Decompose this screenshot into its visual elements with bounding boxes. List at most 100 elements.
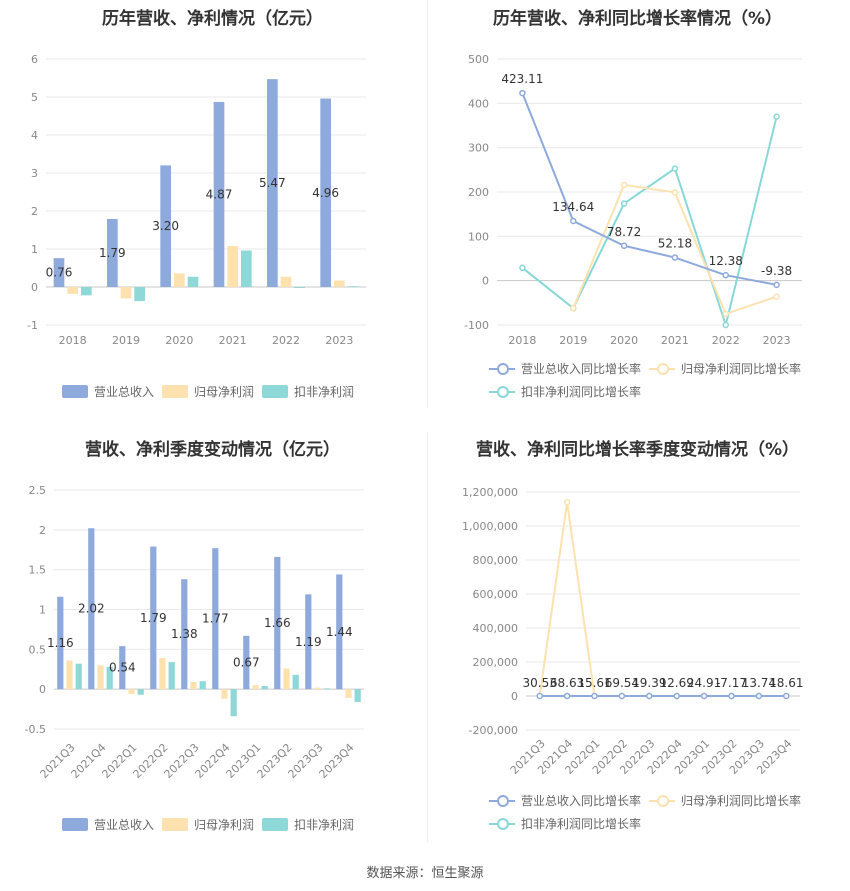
legend-net-profit[interactable]: 归母净利润 — [162, 383, 254, 400]
legend-revenue-growth[interactable]: 营业总收入同比增长率 — [489, 360, 641, 377]
point-net-profit-growth — [570, 304, 577, 312]
bar-deducted-profit — [137, 689, 144, 695]
y-tick-label: 0.5 — [29, 643, 47, 656]
data-label: 78.72 — [607, 225, 641, 239]
bar-net-profit — [159, 658, 166, 690]
point-deducted-profit-growth — [620, 200, 628, 207]
bar-net-profit — [190, 681, 197, 690]
panel-divider-top — [427, 0, 428, 408]
bar-deducted-profit — [261, 685, 268, 690]
point-deducted-profit-growth — [722, 321, 729, 329]
legend-deducted-profit[interactable]: 扣非净利润 — [262, 816, 354, 833]
point-net-profit-growth — [671, 189, 679, 196]
point-net-profit-growth — [773, 293, 780, 300]
bar-revenue — [243, 635, 250, 690]
bar-revenue — [160, 165, 171, 287]
legend-deducted-profit[interactable]: 扣非净利润 — [262, 383, 354, 400]
point-revenue-growth — [773, 281, 780, 289]
legend-revenue[interactable]: 营业总收入 — [62, 383, 154, 400]
bar-revenue — [212, 548, 219, 690]
data-label: 1.19 — [295, 635, 322, 649]
y-tick-label: 0 — [31, 281, 38, 294]
data-source: 数据来源：恒生聚源 — [366, 866, 484, 881]
point-deducted-profit-growth — [773, 113, 780, 120]
point-revenue-growth — [570, 217, 577, 225]
annual-growth-rate-chart: 历年营收、净利同比增长率情况（%） -100 0 100 200 300 400 500 20… — [425, 0, 850, 410]
bar-net-profit — [66, 660, 73, 690]
data-label: 1.16 — [47, 636, 74, 650]
data-label: 24.91 — [687, 676, 721, 690]
point-revenue-growth — [728, 692, 735, 700]
legend-deducted-profit-growth[interactable]: 扣非净利润同比增长率 — [489, 383, 641, 400]
y-tick-label: 800,000 — [473, 554, 519, 567]
y-tick-label: 4 — [31, 129, 38, 142]
x-tick-label: 2021 — [661, 334, 689, 347]
y-tick-label: 6 — [31, 53, 38, 66]
legend-revenue-growth[interactable]: 营业总收入同比增长率 — [489, 792, 641, 809]
data-label: 1.77 — [202, 612, 229, 626]
y-tick-label: 100 — [468, 230, 489, 243]
point-deducted-profit-growth — [519, 264, 526, 272]
bar-revenue — [107, 218, 118, 287]
data-label: 423.11 — [501, 72, 543, 86]
x-tick-label: 2022 — [712, 334, 740, 347]
point-revenue-growth — [620, 242, 628, 250]
data-label: 30.53 — [523, 676, 557, 690]
data-label: -7.17 — [716, 676, 747, 690]
legend-net-profit-growth[interactable]: 归母净利润同比增长率 — [649, 360, 801, 377]
data-label: 69.54 — [605, 676, 639, 690]
legend-revenue[interactable]: 营业总收入 — [62, 816, 154, 833]
point-revenue-growth — [755, 692, 763, 700]
data-label: 1.79 — [140, 611, 167, 625]
data-label: 2.02 — [78, 602, 105, 616]
y-tick-label: 0 — [482, 275, 489, 288]
y-tick-label: 400 — [468, 97, 489, 110]
quarterly-growth-rate-plot: -200,000 0 200,000 400,000 600,000 800,000 1,0… — [462, 486, 803, 777]
annual-growth-rate-plot: -100 0 100 200 300 400 500 2018 2019 2020 2021 2022… — [464, 53, 802, 347]
y-tick-label: 0 — [511, 690, 518, 703]
bar-deducted-profit — [347, 286, 359, 287]
data-label: 1.44 — [326, 625, 353, 639]
legend-deducted-profit-growth[interactable]: 扣非净利润同比增长率 — [489, 815, 641, 832]
bar-net-profit — [97, 665, 104, 690]
bar-revenue — [150, 546, 157, 690]
x-tick-label: 2020 — [165, 334, 193, 347]
x-tick-label: 2023 — [763, 334, 791, 347]
line-net-profit-growth — [538, 502, 787, 697]
point-revenue-growth — [563, 692, 571, 700]
bar-deducted-profit — [81, 287, 92, 296]
x-tick-label: 2021 — [219, 334, 247, 347]
bar-deducted-profit — [168, 662, 175, 690]
y-tick-label: 300 — [468, 142, 489, 155]
data-label: 15.61 — [577, 676, 611, 690]
annual-revenue-profit-chart: 历年营收、净利情况（亿元） -1 0 1 2 3 4 5 6 2018 2019 2020 2021 2… — [0, 0, 425, 410]
legend-net-profit[interactable]: 归母净利润 — [162, 816, 254, 833]
data-label: 19.39 — [632, 676, 666, 690]
bar-net-profit — [345, 689, 352, 698]
data-label: 1.66 — [264, 616, 291, 630]
data-label: 18.61 — [769, 676, 803, 690]
data-label: 1.38 — [171, 627, 198, 641]
legend-net-profit-growth[interactable]: 归母净利润同比增长率 — [649, 792, 801, 809]
bar-net-profit — [221, 689, 228, 699]
y-tick-label: 1 — [31, 243, 38, 256]
bar-revenue — [305, 594, 312, 690]
y-tick-label: 200,000 — [473, 656, 519, 669]
point-revenue-growth — [671, 254, 679, 261]
y-tick-label: 1 — [39, 604, 46, 617]
bar-revenue — [119, 646, 126, 690]
bar-net-profit — [283, 668, 290, 690]
chart-title: 营收、净利季度变动情况（亿元） — [85, 440, 340, 460]
y-tick-label: 3 — [31, 167, 38, 180]
bar-net-profit — [252, 685, 259, 690]
x-tick-label: 2023 — [325, 334, 353, 347]
bar-deducted-profit — [230, 689, 237, 717]
data-label: 5.47 — [259, 176, 286, 190]
bar-net-profit — [280, 276, 292, 287]
y-tick-label: -0.5 — [25, 723, 46, 736]
line-deducted-profit-growth — [521, 116, 778, 329]
chart-title: 营收、净利同比增长率季度变动情况（%） — [475, 440, 800, 460]
bar-net-profit — [120, 287, 132, 299]
y-tick-label: 2 — [31, 205, 38, 218]
bar-net-profit — [334, 280, 345, 287]
